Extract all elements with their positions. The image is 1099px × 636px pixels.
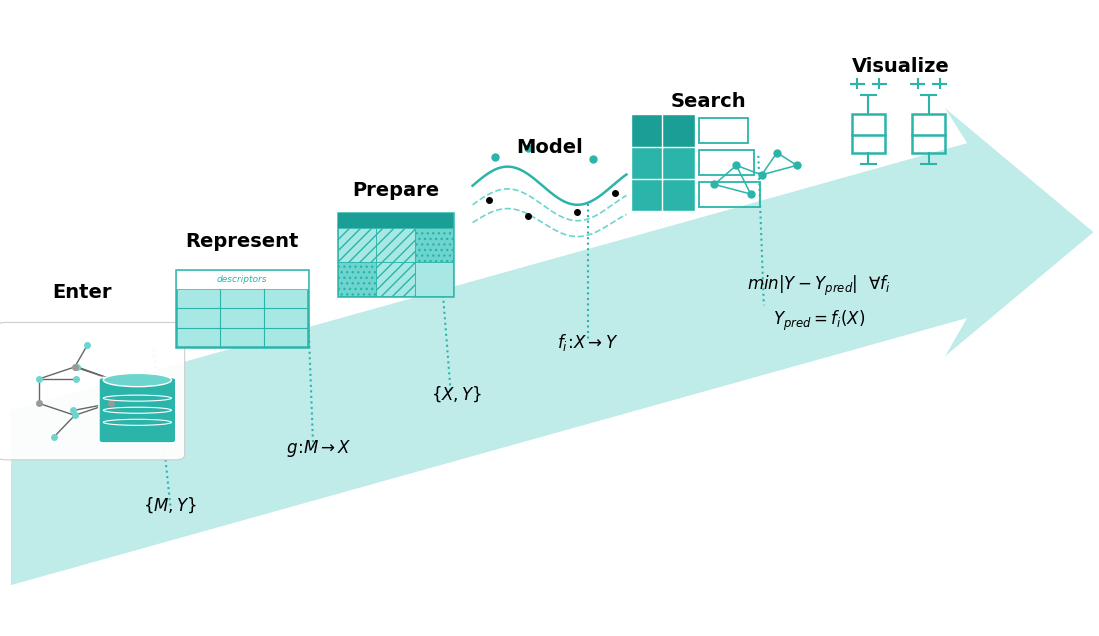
Text: $min|Y - Y_{pred}|\ \ \forall f_i$: $min|Y - Y_{pred}|\ \ \forall f_i$ [747,274,890,298]
FancyBboxPatch shape [0,322,185,460]
Text: Visualize: Visualize [853,57,950,76]
FancyBboxPatch shape [631,114,664,147]
Text: descriptors: descriptors [217,275,267,284]
Text: $Y_{pred} = f_i(X)$: $Y_{pred} = f_i(X)$ [773,309,865,333]
FancyBboxPatch shape [662,177,695,211]
Text: $f_i\!:\!X \rightarrow Y$: $f_i\!:\!X \rightarrow Y$ [557,331,619,353]
FancyBboxPatch shape [631,146,664,179]
FancyBboxPatch shape [662,114,695,147]
FancyBboxPatch shape [415,262,453,296]
FancyBboxPatch shape [376,228,414,262]
Text: Enter: Enter [53,283,112,302]
Text: Search: Search [671,92,746,111]
Text: $\{X,Y\}$: $\{X,Y\}$ [431,385,481,404]
FancyBboxPatch shape [176,270,308,289]
FancyBboxPatch shape [662,146,695,179]
Polygon shape [11,108,1094,585]
Ellipse shape [103,373,171,387]
Text: $\{M,Y\}$: $\{M,Y\}$ [143,496,198,515]
Text: Represent: Represent [185,232,299,251]
FancyBboxPatch shape [338,213,453,296]
FancyBboxPatch shape [176,270,308,347]
Text: Model: Model [517,138,582,157]
FancyBboxPatch shape [415,228,453,262]
Text: Prepare: Prepare [352,181,440,200]
FancyBboxPatch shape [99,377,176,443]
FancyBboxPatch shape [338,213,453,228]
Text: $g\!:\!M \rightarrow X$: $g\!:\!M \rightarrow X$ [286,438,352,459]
FancyBboxPatch shape [338,228,376,262]
FancyBboxPatch shape [631,177,664,211]
FancyBboxPatch shape [338,262,376,296]
FancyBboxPatch shape [376,262,414,296]
